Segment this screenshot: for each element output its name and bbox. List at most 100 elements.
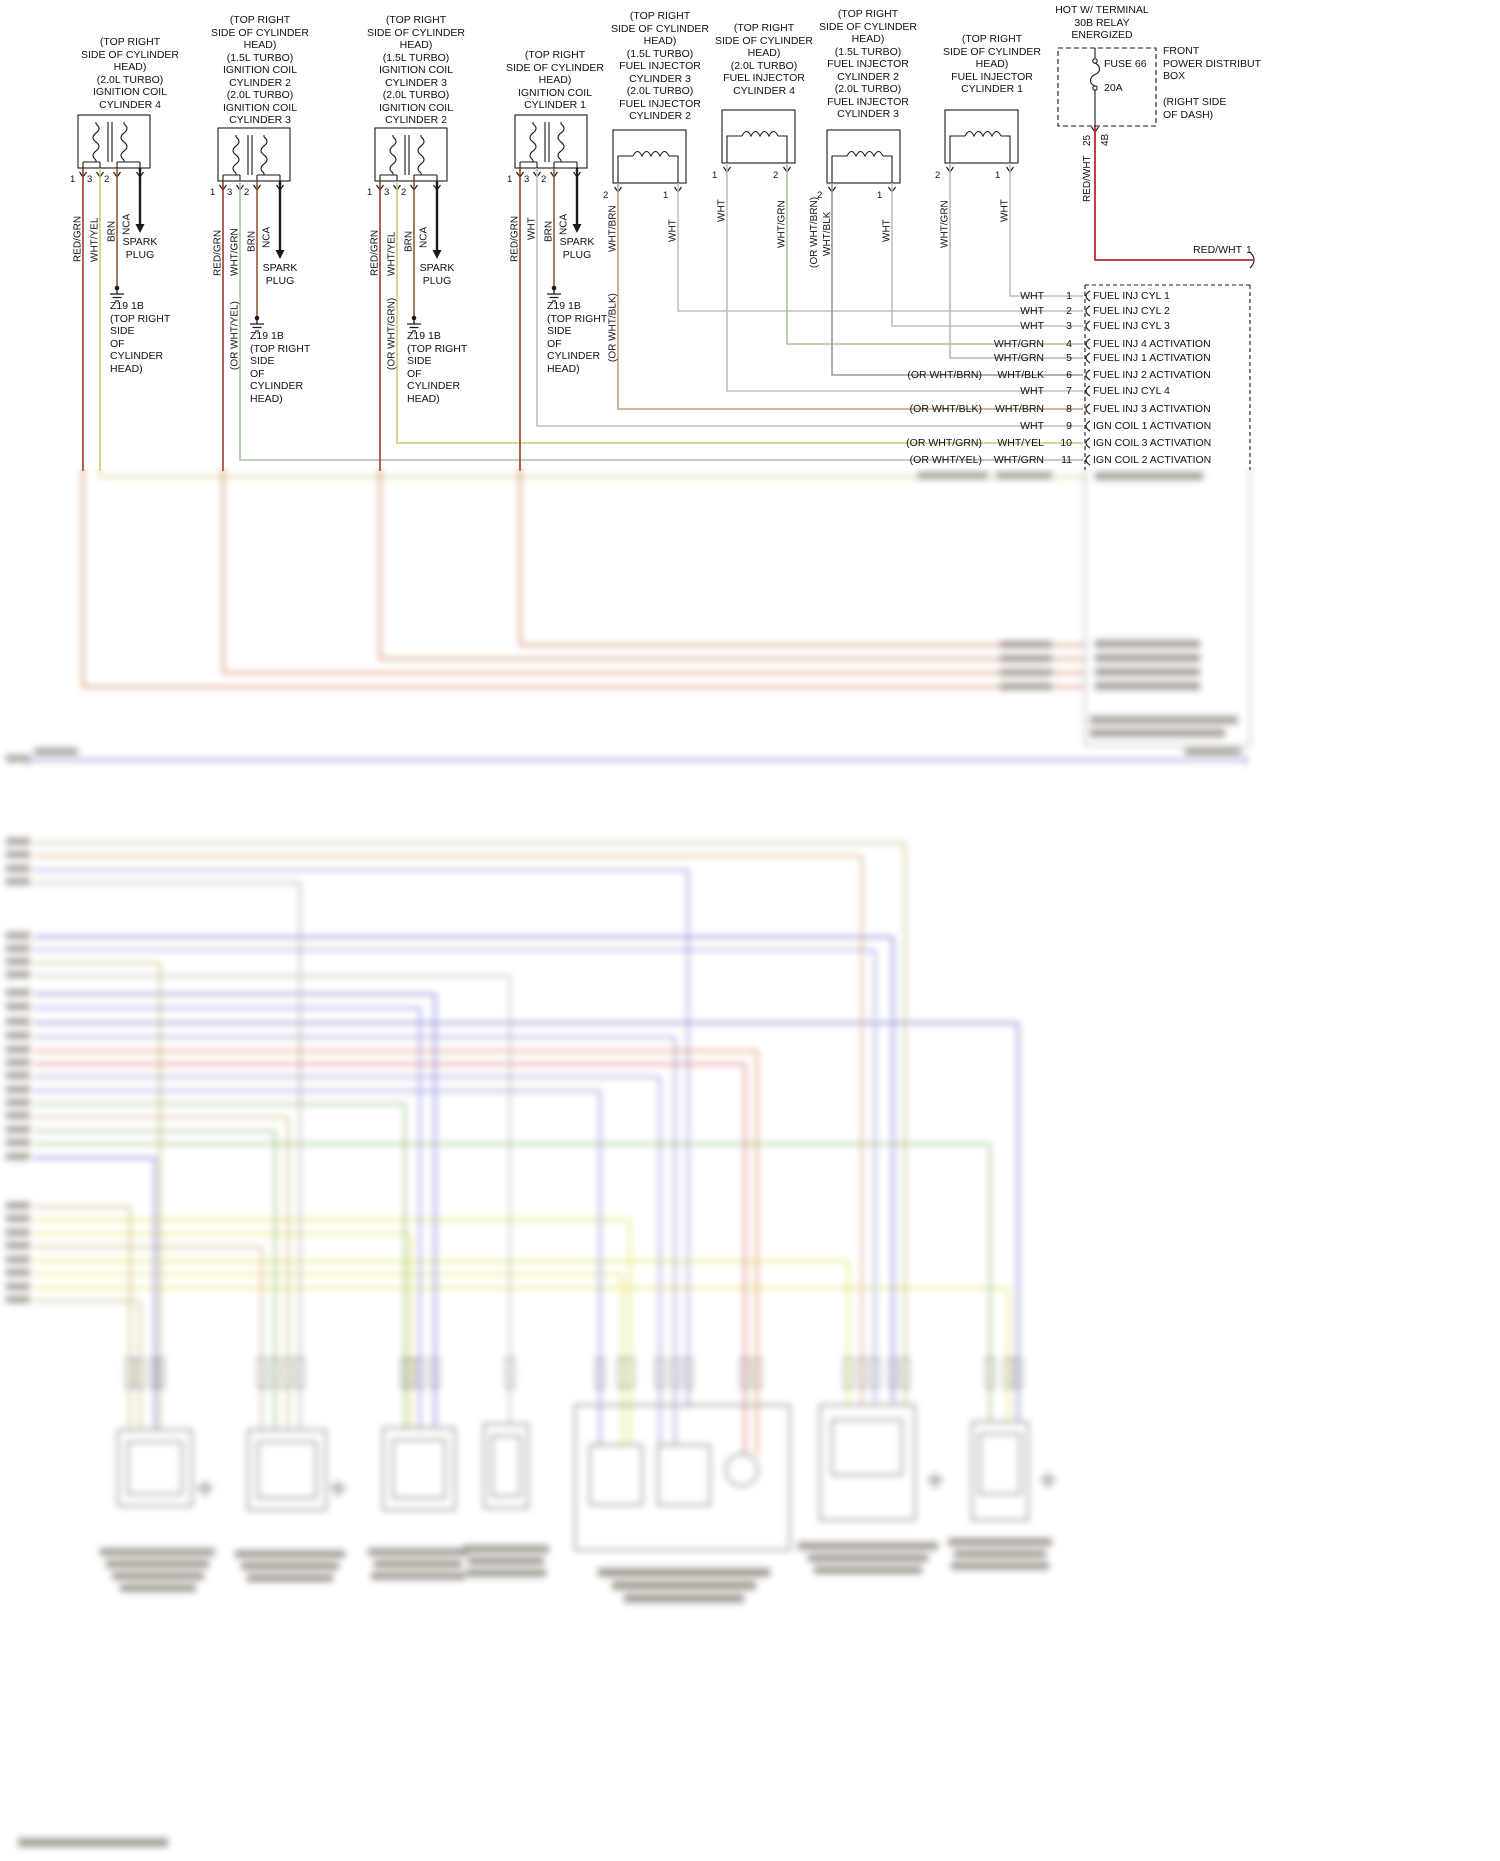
pcm-pin: 4 xyxy=(1066,338,1072,350)
pin-number: 1 xyxy=(367,187,373,198)
spark-plug-label: SPARK PLUG xyxy=(419,262,455,287)
pcm-alt: (OR WHT/YEL) xyxy=(909,454,982,466)
pin-number: 2 xyxy=(541,174,547,185)
pcm-pin: 2 xyxy=(1066,305,1072,317)
pcm-wire: WHT/BLK xyxy=(997,369,1044,381)
pcm-label: FUEL INJ 1 ACTIVATION xyxy=(1093,352,1211,364)
pin-number: 1 xyxy=(712,170,718,181)
fuse-pin-label: 25 xyxy=(1082,134,1093,146)
pcm-alt: (OR WHT/BRN) xyxy=(907,369,982,381)
pin-number: 1 xyxy=(877,190,883,201)
component-title: (TOP RIGHT SIDE OF CYLINDER HEAD) (2.0L … xyxy=(714,22,814,97)
ground-label: Z19 1B (TOP RIGHT SIDE OF CYLINDER HEAD) xyxy=(547,300,608,375)
component-title: (TOP RIGHT SIDE OF CYLINDER HEAD) (1.5L … xyxy=(210,14,310,126)
pcm-label: FUEL INJ CYL 3 xyxy=(1093,320,1170,332)
pcm-wire: WHT xyxy=(1020,290,1044,302)
fuse-label: FUSE 66 xyxy=(1104,58,1147,70)
pin-number: 1 xyxy=(995,170,1001,181)
pcm-connector-box xyxy=(1084,284,1251,470)
wire-label: WHT xyxy=(1000,199,1011,222)
pcm-label: FUEL INJ CYL 1 xyxy=(1093,290,1170,302)
pin-number: 3 xyxy=(524,174,530,185)
pin-number: 2 xyxy=(104,174,110,185)
wire-label: WHT xyxy=(717,199,728,222)
pcm-wire: WHT/GRN xyxy=(993,352,1044,364)
pcm-wire: WHT/BRN xyxy=(995,403,1044,415)
pcm-label: IGN COIL 1 ACTIVATION xyxy=(1093,420,1212,432)
component-title: (TOP RIGHT SIDE OF CYLINDER HEAD) (1.5L … xyxy=(366,14,466,126)
pcm-wire: WHT xyxy=(1020,320,1044,332)
spark-plug-label: SPARK PLUG xyxy=(122,236,158,261)
wire-label: RED/GRN xyxy=(510,216,521,262)
pin-number: 2 xyxy=(244,187,250,198)
pcm-label: FUEL INJ 3 ACTIVATION xyxy=(1093,403,1211,415)
power-wire-h-label: RED/WHT xyxy=(1193,244,1242,256)
pcm-pin: 1 xyxy=(1066,290,1072,302)
pcm-pin: 5 xyxy=(1066,352,1072,364)
power-distribution-box xyxy=(1057,47,1255,269)
wire-label: WHT/GRN xyxy=(777,200,788,248)
pcm-label: IGN COIL 3 ACTIVATION xyxy=(1093,437,1212,449)
power-box-location: (RIGHT SIDE OF DASH) xyxy=(1163,96,1227,121)
pcm-pin-brackets xyxy=(1085,290,1091,466)
wire-label: NCA xyxy=(419,227,430,248)
component-title: (TOP RIGHT SIDE OF CYLINDER HEAD) (2.0L … xyxy=(80,36,180,111)
wire-alt-label: (OR WHT/BRN) xyxy=(809,197,820,268)
pcm-label: FUEL INJ CYL 4 xyxy=(1093,385,1170,397)
wire-alt-label: (OR WHT/BLK) xyxy=(608,293,619,362)
pin-number: 3 xyxy=(384,187,390,198)
power-box-label: FRONT POWER DISTRIBUT BOX xyxy=(1163,45,1262,82)
rotated-wire-labels: RED/GRN WHT/YEL BRN NCA RED/GRN WHT/GRN … xyxy=(73,133,1112,370)
pcm-pin: 10 xyxy=(1060,437,1072,449)
pcm-label: FUEL INJ CYL 2 xyxy=(1093,305,1170,317)
pcm-alt: (OR WHT/GRN) xyxy=(906,437,982,449)
wire-label: WHT xyxy=(527,217,538,240)
wire-label: BRN xyxy=(247,231,258,252)
connector-arrows xyxy=(78,126,1100,193)
pcm-pin: 3 xyxy=(1066,320,1072,332)
pcm-label: FUEL INJ 4 ACTIVATION xyxy=(1093,338,1211,350)
wire-label: RED/GRN xyxy=(370,230,381,276)
pcm-wire: WHT/GRN xyxy=(993,338,1044,350)
pcm-wire: WHT xyxy=(1020,420,1044,432)
pin-number: 1 xyxy=(1246,244,1252,256)
wire-label: NCA xyxy=(122,214,133,235)
pin-number: 1 xyxy=(507,174,513,185)
pin-number: 2 xyxy=(603,190,609,201)
wire-label: WHT/GRN xyxy=(940,200,951,248)
component-title: (TOP RIGHT SIDE OF CYLINDER HEAD) (1.5L … xyxy=(610,10,710,122)
pcm-label: FUEL INJ 2 ACTIVATION xyxy=(1093,369,1211,381)
wire-label: WHT/YEL xyxy=(387,231,398,276)
fuse-amp-label: 20A xyxy=(1104,82,1123,94)
wire-label: BRN xyxy=(107,221,118,242)
wire-label: WHT/GRN xyxy=(230,228,241,276)
wire-label: NCA xyxy=(559,214,570,235)
wire-label: BRN xyxy=(404,231,415,252)
power-header: HOT W/ TERMINAL 30B RELAY ENERGIZED xyxy=(1055,4,1149,41)
pcm-pin: 9 xyxy=(1066,420,1072,432)
pcm-alt: (OR WHT/BLK) xyxy=(909,403,982,415)
component-title: (TOP RIGHT SIDE OF CYLINDER HEAD) FUEL I… xyxy=(942,33,1042,95)
pin-number: 2 xyxy=(817,190,823,201)
pcm-wire: WHT xyxy=(1020,385,1044,397)
spark-plug-label: SPARK PLUG xyxy=(559,236,595,261)
wire-label: WHT/BLK xyxy=(822,211,833,256)
wire-label: WHT/YEL xyxy=(90,217,101,262)
component-title: (TOP RIGHT SIDE OF CYLINDER HEAD) IGNITI… xyxy=(505,49,605,111)
ignition-coil-symbols xyxy=(77,114,588,182)
ground-label: Z19 1B (TOP RIGHT SIDE OF CYLINDER HEAD) xyxy=(407,330,468,405)
component-title: (TOP RIGHT SIDE OF CYLINDER HEAD) (1.5L … xyxy=(818,8,918,120)
pin-number: 2 xyxy=(773,170,779,181)
pcm-pin: 7 xyxy=(1066,385,1072,397)
wire-label: BRN xyxy=(544,221,555,242)
wire-label: WHT xyxy=(882,219,893,242)
power-wire-label: RED/WHT xyxy=(1082,155,1093,202)
wire-label: RED/GRN xyxy=(73,216,84,262)
pcm-pin: 6 xyxy=(1066,369,1072,381)
pin-number: 2 xyxy=(935,170,941,181)
wire-alt-label: (OR WHT/YEL) xyxy=(230,301,241,370)
pin-number: 1 xyxy=(210,187,216,198)
ground-label: Z19 1B (TOP RIGHT SIDE OF CYLINDER HEAD) xyxy=(250,330,311,405)
